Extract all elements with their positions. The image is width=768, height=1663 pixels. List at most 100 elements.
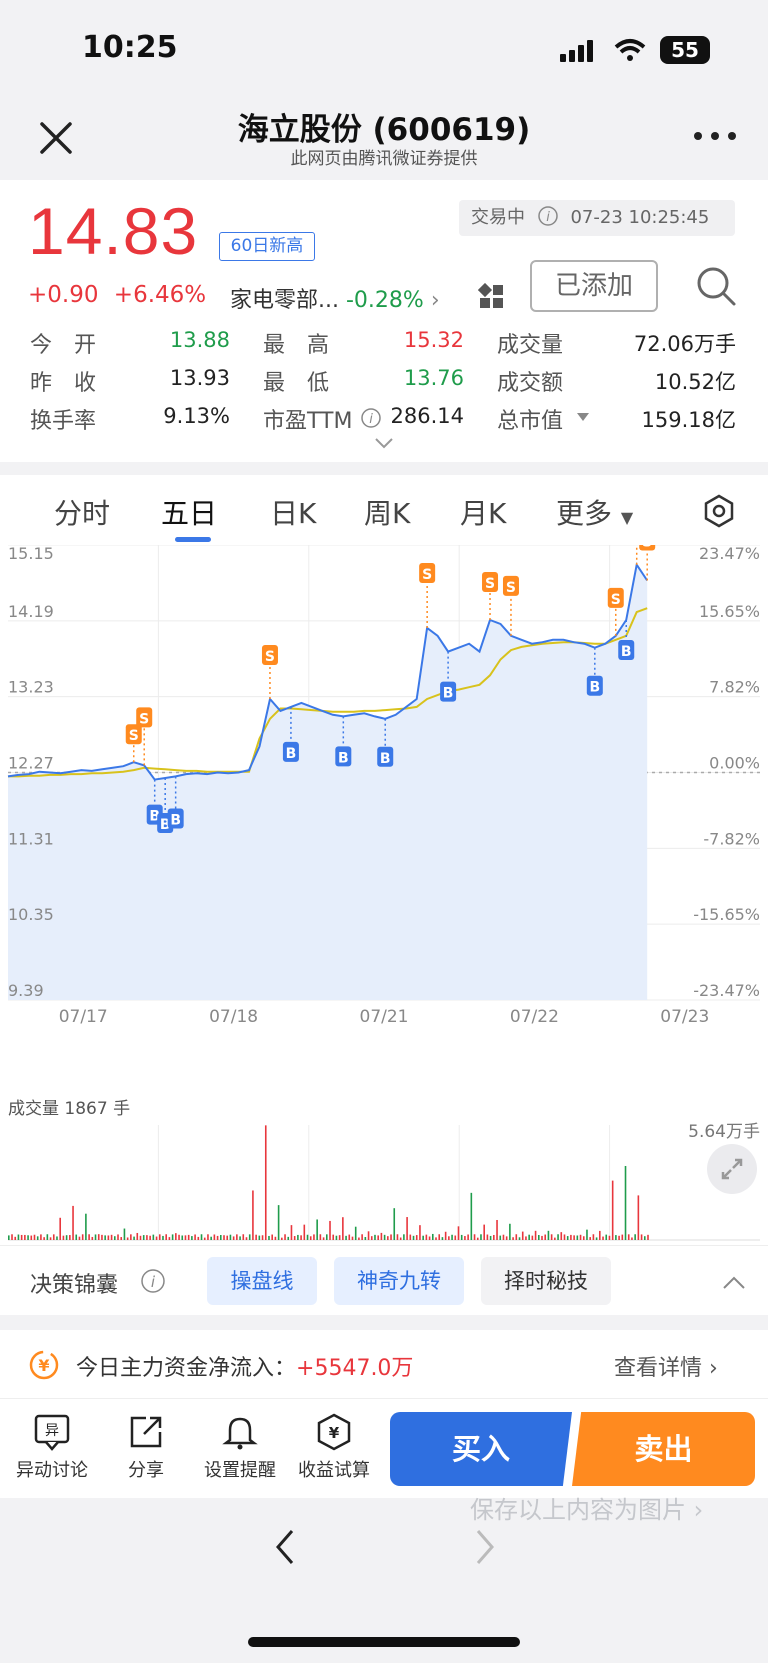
view-details-link[interactable]: 查看详情 ›	[614, 1356, 718, 1381]
volume-bar	[11, 1234, 13, 1240]
save-image-link[interactable]: 保存以上内容为图片 ›	[470, 1496, 704, 1524]
sell-marker-label: S	[485, 576, 495, 592]
svg-text:¥: ¥	[329, 1424, 340, 1442]
search-icon[interactable]	[695, 265, 737, 307]
volume-bar	[268, 1235, 270, 1240]
volume-bar	[101, 1234, 103, 1240]
volume-bar	[24, 1234, 26, 1240]
volume-bar	[59, 1217, 61, 1240]
volume-bar	[537, 1235, 540, 1240]
volume-bar	[541, 1235, 543, 1240]
svg-text:i: i	[369, 412, 373, 427]
volume-bar	[425, 1234, 428, 1240]
volume-bar	[451, 1234, 453, 1240]
y-left-tick: 13.23	[8, 678, 54, 697]
volume-bar	[502, 1234, 505, 1240]
volume-bar	[40, 1234, 42, 1240]
signal-icon	[560, 40, 593, 62]
settings-icon[interactable]	[702, 494, 736, 528]
current-price: 14.83	[28, 194, 199, 268]
chevron-up-icon[interactable]	[722, 1275, 746, 1291]
y-right-tick: -7.82%	[703, 829, 760, 848]
sector-link[interactable]: 家电零部... -0.28% ›	[230, 282, 440, 314]
price-area	[8, 564, 648, 1000]
amount-value: 10.52亿	[654, 370, 736, 394]
buy-marker-label: B	[170, 812, 181, 828]
x-tick: 07/23	[660, 1007, 709, 1027]
tab-monthly-k[interactable]: 月K	[460, 497, 507, 530]
y-right-tick: 0.00%	[709, 754, 760, 773]
volume-bar	[274, 1236, 277, 1240]
volume-bar	[338, 1235, 341, 1240]
close-icon[interactable]	[36, 118, 76, 158]
volume-bar	[309, 1236, 312, 1240]
trade-status: 交易中 i 07-23 10:25:45	[459, 200, 735, 236]
svg-text:¥: ¥	[38, 1356, 49, 1375]
info-icon[interactable]: i	[140, 1268, 166, 1294]
chevron-down-icon[interactable]	[374, 436, 394, 450]
turnover-label: 换手率	[30, 409, 97, 434]
trade-line-button[interactable]: 操盘线	[207, 1257, 317, 1305]
tab-intraday[interactable]: 分时	[54, 497, 111, 530]
price-line	[7, 562, 649, 781]
volume-bar	[342, 1217, 344, 1240]
back-arrow-icon[interactable]	[270, 1525, 300, 1569]
volume-bar	[229, 1234, 232, 1240]
forward-arrow-icon[interactable]	[470, 1525, 500, 1569]
volume-bar	[512, 1237, 514, 1240]
high-label: 最 高	[263, 333, 330, 358]
volume-bar	[422, 1235, 424, 1240]
volume-bar	[258, 1235, 261, 1240]
caret-down-icon[interactable]	[576, 412, 590, 422]
fund-flow-bar[interactable]	[0, 1330, 768, 1398]
tab-daily-k[interactable]: 日K	[270, 497, 317, 530]
volume-bar	[110, 1234, 113, 1240]
volume-bar	[332, 1234, 335, 1240]
profit-calc-button[interactable]: ¥ 收益试算	[288, 1412, 380, 1482]
volume-bar	[611, 1180, 614, 1240]
fullscreen-button[interactable]	[707, 1144, 757, 1194]
share-button[interactable]: 分享	[100, 1412, 192, 1482]
more-icon[interactable]	[690, 128, 740, 144]
tab-five-day[interactable]: 五日	[161, 497, 218, 530]
info-icon[interactable]: i	[537, 205, 559, 227]
tab-weekly-k[interactable]: 周K	[364, 497, 411, 530]
magic-nine-button[interactable]: 神奇九转	[334, 1257, 464, 1305]
volume-bar	[464, 1236, 466, 1240]
volume-bar	[178, 1234, 180, 1240]
buy-marker	[618, 640, 635, 661]
volume-bar	[72, 1205, 74, 1240]
apps-icon[interactable]	[478, 283, 506, 311]
volume-bar	[200, 1234, 203, 1240]
amount-label: 成交额	[497, 371, 564, 396]
volume-bar	[306, 1234, 309, 1240]
svg-text:i: i	[546, 210, 550, 225]
sell-marker-label: S	[642, 545, 652, 551]
info-icon[interactable]: i	[360, 407, 382, 429]
volume-bar	[139, 1235, 142, 1240]
added-watchlist-button[interactable]: 已添加	[530, 260, 658, 312]
volume-bar	[17, 1234, 20, 1240]
buy-marker-label: B	[338, 750, 349, 766]
sell-button[interactable]: 卖出	[572, 1412, 755, 1486]
market-cap-value: 159.18亿	[641, 408, 736, 432]
volume-bar	[226, 1235, 229, 1240]
volume-bar	[573, 1235, 575, 1240]
volume-bar	[480, 1234, 482, 1240]
tab-more[interactable]: 更多 ▼	[556, 492, 633, 532]
volume-bar	[261, 1235, 264, 1240]
discussion-icon: 异	[34, 1414, 70, 1451]
change-amount: +0.90	[28, 282, 99, 308]
set-alert-button[interactable]: 设置提醒	[194, 1412, 286, 1482]
volume-bar	[184, 1235, 187, 1240]
discuss-button[interactable]: 异 异动讨论	[6, 1412, 98, 1482]
buy-button[interactable]: 买入	[390, 1412, 572, 1486]
new-high-badge: 60日新高	[219, 232, 315, 261]
price-chart[interactable]: 15.15 23.47% 14.19 15.65% 13.23 7.82% 12.27 0.0…	[0, 545, 768, 1075]
volume-bar	[322, 1237, 325, 1240]
timing-tips-button[interactable]: 择时秘技	[481, 1257, 611, 1305]
wifi-icon	[614, 39, 646, 61]
chart-ticks: 15.15 23.47% 14.19 15.65% 13.23 7.82% 12.27 0.0…	[8, 545, 760, 1027]
volume-bar	[130, 1234, 132, 1240]
volume-chart[interactable]: 5.64万手	[0, 1115, 768, 1245]
